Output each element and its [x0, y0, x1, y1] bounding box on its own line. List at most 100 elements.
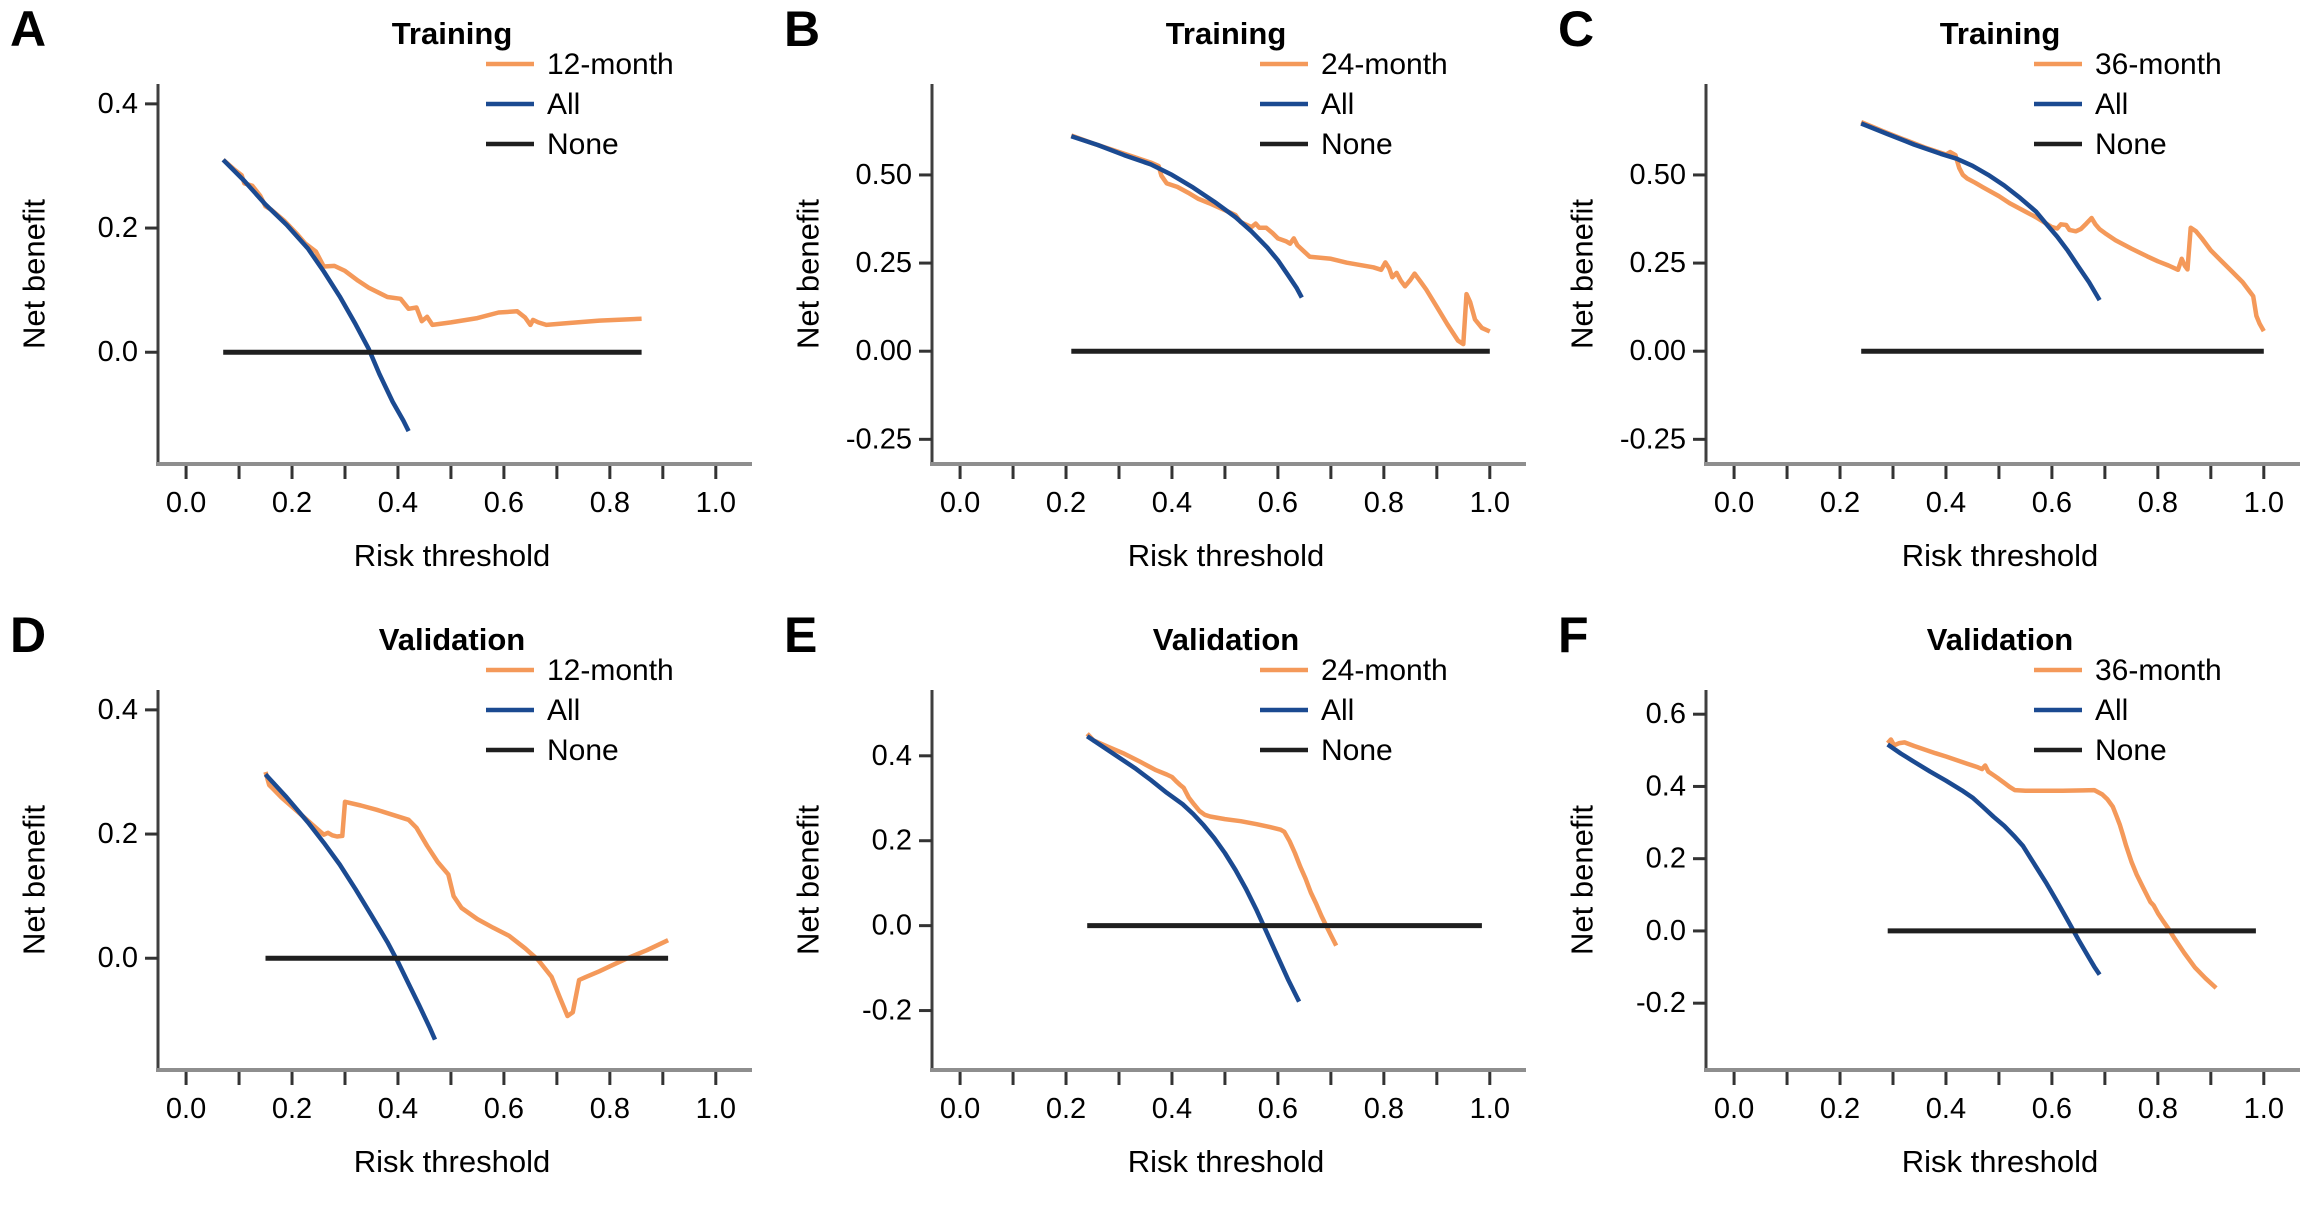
x-tick-label: 0.6 — [484, 487, 524, 519]
x-tick-label: 0.4 — [378, 1093, 418, 1125]
legend-label-all: All — [547, 88, 580, 121]
y-tick-label: 0.0 — [98, 942, 138, 974]
x-axis-label: Risk threshold — [1902, 1144, 2098, 1179]
panel-title: Validation — [1927, 622, 2073, 657]
legend-label-none: None — [547, 128, 619, 161]
panel-E: E Validation 0.0 0.2 0.4 0.6 0.8 1.0 -0.2 0.0 0.2 0… — [774, 606, 1548, 1212]
y-tick-label: 0.4 — [98, 694, 138, 726]
legend-label-24-month: 24-month — [1321, 654, 1448, 687]
panel-letter: B — [784, 1, 821, 57]
x-tick-label: 0.2 — [1046, 1093, 1086, 1125]
legend-label-12-month: 12-month — [547, 654, 674, 687]
x-tick-label: 1.0 — [696, 487, 736, 519]
panel-title: Training — [1940, 16, 2061, 51]
y-tick-label: 0.50 — [1630, 159, 1686, 191]
legend-label-none: None — [1321, 734, 1393, 767]
x-tick-label: 0.4 — [1926, 487, 1966, 519]
legend-label-none: None — [547, 734, 619, 767]
x-tick-label: 1.0 — [2244, 487, 2284, 519]
x-tick-label: 0.0 — [940, 1093, 980, 1125]
x-tick-label: 0.4 — [1152, 487, 1192, 519]
y-tick-label: 0.2 — [98, 212, 138, 244]
y-axis-label: Net benefit — [1565, 805, 1600, 955]
x-tick-label: 1.0 — [696, 1093, 736, 1125]
chart-A: Training 0.0 0.2 0.4 0.6 0.8 1.0 0.0 0.2 0.4 Risk … — [17, 16, 752, 573]
x-tick-label: 0.8 — [1364, 1093, 1404, 1125]
y-tick-label: 0.0 — [872, 910, 912, 942]
x-tick-label: 0.2 — [272, 1093, 312, 1125]
panel-letter: F — [1558, 607, 1589, 663]
series-line-24-month — [1085, 732, 1339, 947]
y-tick-label: 0.2 — [98, 818, 138, 850]
series-line-all — [1070, 134, 1304, 299]
y-axis-label: Net benefit — [17, 199, 52, 349]
series-line-36-month — [1860, 120, 2266, 333]
legend-label-all: All — [547, 694, 580, 727]
series-line-36-month — [1886, 737, 2218, 990]
y-tick-label: 0.0 — [98, 336, 138, 368]
y-tick-label: 0.4 — [1646, 770, 1686, 802]
x-tick-label: 0.6 — [2032, 1093, 2072, 1125]
x-tick-label: 1.0 — [1470, 1093, 1510, 1125]
x-tick-label: 0.6 — [1258, 1093, 1298, 1125]
x-tick-label: 0.4 — [1152, 1093, 1192, 1125]
series-line-all — [263, 772, 438, 1041]
panel-letter: C — [1558, 1, 1595, 57]
legend-label-all: All — [1321, 694, 1354, 727]
x-tick-label: 0.2 — [1046, 487, 1086, 519]
y-tick-label: 0.00 — [856, 335, 912, 367]
y-tick-label: 0.50 — [856, 159, 912, 191]
x-tick-label: 1.0 — [1470, 487, 1510, 519]
series-line-all — [1860, 121, 2102, 302]
chart-D: Validation 0.0 0.2 0.4 0.6 0.8 1.0 0.0 0.2 0.4 Ris… — [17, 622, 752, 1179]
legend-label-all: All — [2095, 694, 2128, 727]
x-tick-label: 0.4 — [1926, 1093, 1966, 1125]
x-tick-label: 0.0 — [166, 487, 206, 519]
x-tick-label: 0.2 — [1820, 1093, 1860, 1125]
y-tick-label: -0.25 — [1620, 423, 1686, 455]
panel-B: B Training 0.0 0.2 0.4 0.6 0.8 1.0 -0.25 0.00 0.25… — [774, 0, 1548, 606]
y-tick-label: 0.00 — [1630, 335, 1686, 367]
panel-D: D Validation 0.0 0.2 0.4 0.6 0.8 1.0 0.0 0.2 0.4 Ri… — [0, 606, 774, 1212]
panel-letter: E — [784, 607, 818, 663]
series-line-all — [1085, 734, 1302, 1003]
x-tick-label: 0.2 — [1820, 487, 1860, 519]
y-tick-label: -0.2 — [1636, 987, 1686, 1019]
legend-label-none: None — [1321, 128, 1393, 161]
y-tick-label: 0.25 — [1630, 247, 1686, 279]
x-axis-label: Risk threshold — [1902, 538, 2098, 573]
legend-label-36-month: 36-month — [2095, 48, 2222, 81]
x-tick-label: 0.8 — [590, 487, 630, 519]
panel-A: A Training 0.0 0.2 0.4 0.6 0.8 1.0 0.0 0.2 0.4 Risk… — [0, 0, 774, 606]
y-tick-label: -0.2 — [862, 995, 912, 1027]
panel-letter: A — [10, 1, 47, 57]
chart-E: Validation 0.0 0.2 0.4 0.6 0.8 1.0 -0.2 0.0 0.2 0.… — [791, 622, 1526, 1179]
y-tick-label: 0.2 — [1646, 843, 1686, 875]
legend-label-all: All — [2095, 88, 2128, 121]
legend-label-none: None — [2095, 128, 2167, 161]
y-tick-label: 0.0 — [1646, 915, 1686, 947]
x-axis-label: Risk threshold — [1128, 538, 1324, 573]
chart-B: Training 0.0 0.2 0.4 0.6 0.8 1.0 -0.25 0.00 0.25 0… — [791, 16, 1526, 573]
panel-title: Validation — [379, 622, 525, 657]
x-tick-label: 0.6 — [484, 1093, 524, 1125]
y-tick-label: 0.2 — [872, 825, 912, 857]
x-tick-label: 0.8 — [2138, 1093, 2178, 1125]
chart-F: Validation 0.0 0.2 0.4 0.6 0.8 1.0 -0.2 0.0 0.2 0.… — [1565, 622, 2300, 1179]
legend-label-none: None — [2095, 734, 2167, 767]
legend-label-all: All — [1321, 88, 1354, 121]
x-tick-label: 0.6 — [1258, 487, 1298, 519]
panel-title: Training — [392, 16, 513, 51]
y-axis-label: Net benefit — [791, 199, 826, 349]
series-line-12-month — [263, 771, 670, 1019]
x-tick-label: 0.4 — [378, 487, 418, 519]
x-tick-label: 0.8 — [590, 1093, 630, 1125]
y-tick-label: 0.4 — [872, 740, 912, 772]
x-tick-label: 1.0 — [2244, 1093, 2284, 1125]
y-tick-label: 0.25 — [856, 247, 912, 279]
panel-title: Validation — [1153, 622, 1299, 657]
x-tick-label: 0.0 — [940, 487, 980, 519]
x-tick-label: 0.8 — [1364, 487, 1404, 519]
y-axis-label: Net benefit — [17, 805, 52, 955]
